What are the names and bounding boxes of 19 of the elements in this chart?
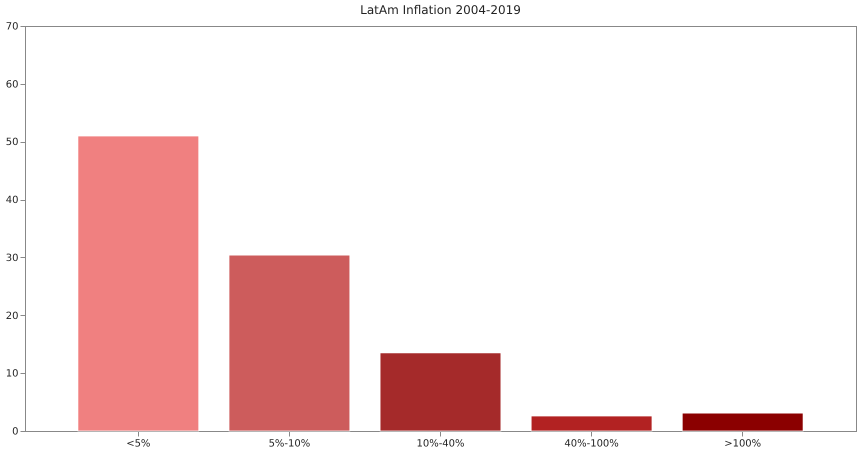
chart-title: LatAm Inflation 2004-2019	[360, 3, 521, 17]
bar	[228, 254, 350, 432]
x-tick-label: >100%	[724, 438, 762, 450]
bar	[530, 416, 652, 432]
bar	[77, 136, 200, 432]
x-tick-label: 10%-40%	[416, 438, 465, 450]
y-tick-label: 50	[6, 137, 18, 148]
bar	[682, 412, 804, 432]
x-tick-label: 5%-10%	[268, 438, 310, 450]
y-tick-label: 40	[6, 195, 18, 206]
x-tick-label: 40%-100%	[564, 438, 619, 450]
y-tick-label: 10	[6, 368, 18, 380]
y-tick-label: 70	[6, 22, 18, 32]
y-tick-label: 30	[6, 252, 18, 264]
x-tick-label: <5%	[126, 438, 150, 450]
bar	[380, 352, 502, 432]
y-tick-label: 20	[6, 310, 18, 322]
y-tick-label: 0	[12, 426, 18, 438]
y-tick-label: 60	[6, 79, 18, 90]
